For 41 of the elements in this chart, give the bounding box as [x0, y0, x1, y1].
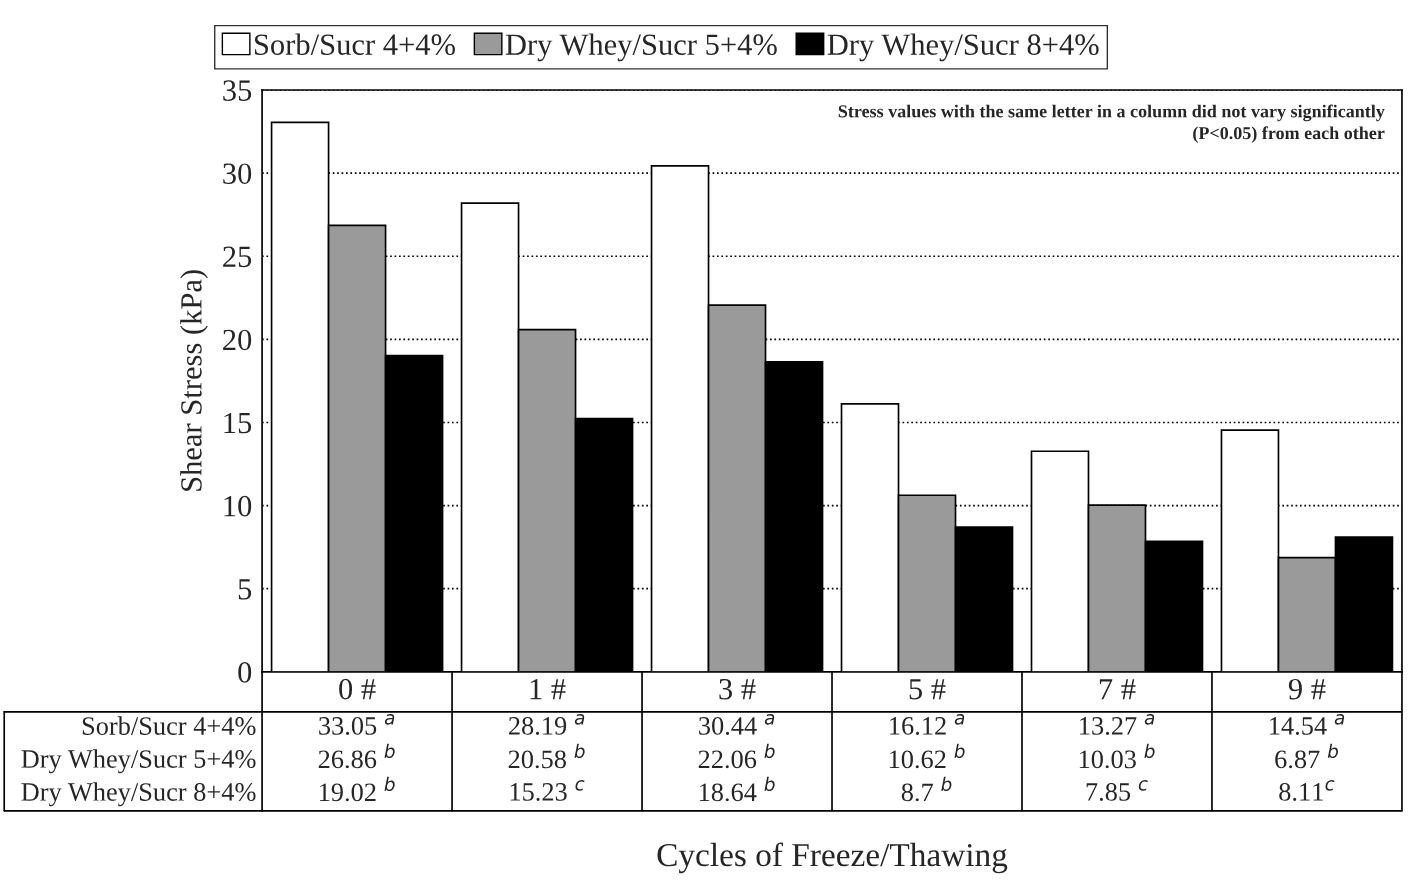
legend-label: Sorb/Sucr 4+4% — [254, 33, 455, 56]
data-label: 16.12 $^{a}$ — [890, 714, 965, 735]
y-tick-label: 30 — [223, 163, 252, 185]
y-tick-label: 0 — [238, 662, 252, 683]
data-label: 22.06 $^{b}$ — [698, 743, 775, 769]
text: Dry Whey/Sucr 5+4% — [21, 749, 256, 774]
x-tick-label: 3 # — [719, 678, 756, 700]
data-label: 20.58 $^{b}$ — [508, 743, 585, 769]
x-tick-label: 7 # — [1099, 679, 1136, 700]
x-tick-label: 1 # — [530, 678, 566, 700]
data-label: 14.54 $^{a}$ — [1270, 714, 1345, 735]
data-label: 10.62 $^{b}$ — [889, 743, 965, 769]
y-tick-label: 15 — [224, 412, 252, 434]
data-label: 18.64 $^{b}$ — [699, 776, 775, 802]
x-tick-label: 9 # — [1288, 678, 1326, 700]
data-label: 19.02 $^{b}$ — [319, 776, 395, 802]
data-label: 15.23 $^{c}$ — [510, 780, 585, 801]
x-tick-label: 0 # — [339, 678, 376, 700]
y-tick-label: 25 — [223, 246, 252, 268]
data-label: 6.87 $^{b}$ — [1275, 743, 1338, 769]
data-label: 28.19 $^{a}$ — [509, 714, 585, 735]
data-label: 13.27 $^{a}$ — [1080, 714, 1155, 735]
data-label: 30.44 $^{a}$ — [699, 714, 775, 735]
text: Sorb/Sucr 4+4% — [82, 716, 256, 736]
text: Dry Whey/Sucr 8+4% — [21, 782, 256, 807]
y-tick-label: 20 — [223, 329, 252, 351]
y-tick-label: 5 — [238, 579, 252, 600]
data-label: 33.05 $^{a}$ — [319, 714, 395, 735]
legend-label: Dry Whey/Sucr 8+4% — [827, 33, 1099, 62]
x-tick-label: 5 # — [909, 679, 946, 700]
legend-label: Dry Whey/Sucr 5+4% — [505, 33, 777, 62]
data-label: 8.7 $^{b}$ — [901, 776, 952, 802]
x-axis-title: Cycles of Freeze/Thawing — [657, 842, 1008, 874]
y-tick-label: 35 — [223, 80, 252, 101]
annotation: Stress values with the same letter in a column did not vary significantly (P<0.05) from each other — [838, 104, 1385, 143]
y-axis-title: Shear Stress (kPa) — [180, 270, 208, 491]
data-label: 7.85 $^{c}$ — [1086, 780, 1148, 801]
data-label: 26.86 $^{b}$ — [318, 743, 395, 769]
data-label: 10.03 $^{b}$ — [1079, 743, 1155, 769]
data-label: 8.11$^{c}$ — [1279, 780, 1335, 801]
y-tick-label: 10 — [224, 495, 252, 517]
